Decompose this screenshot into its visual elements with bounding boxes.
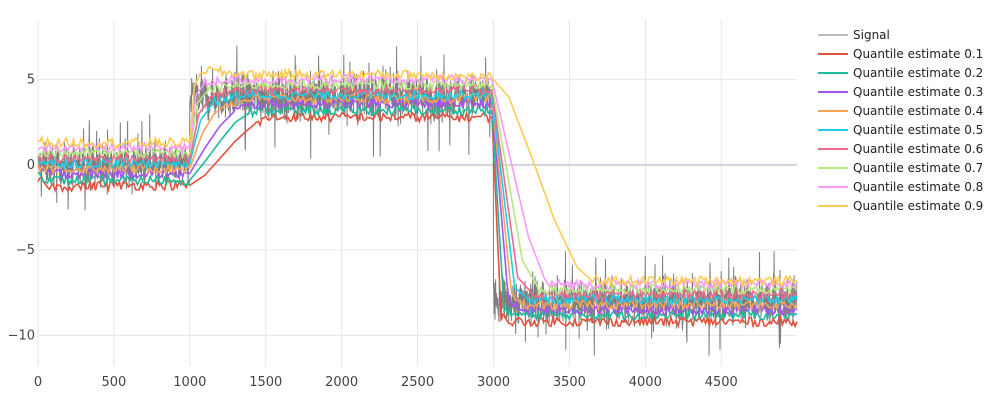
x-tick-label: 1000 bbox=[173, 375, 206, 390]
x-tick-label: 0 bbox=[34, 375, 42, 390]
legend-label: Quantile estimate 0.3 bbox=[853, 85, 983, 99]
x-tick-label: 500 bbox=[102, 375, 127, 390]
legend-label: Quantile estimate 0.5 bbox=[853, 123, 983, 137]
x-tick-label: 4500 bbox=[705, 375, 738, 390]
quantile-line-1 bbox=[37, 110, 798, 330]
legend-label: Quantile estimate 0.4 bbox=[853, 104, 983, 118]
legend-item[interactable]: Quantile estimate 0.1 bbox=[818, 47, 983, 61]
legend-label: Quantile estimate 0.7 bbox=[853, 161, 983, 175]
legend-label: Quantile estimate 0.8 bbox=[853, 180, 983, 194]
quantile-line-6 bbox=[37, 82, 798, 302]
legend-label: Quantile estimate 0.1 bbox=[853, 47, 983, 61]
plot-area bbox=[37, 45, 798, 356]
y-tick-label: 5 bbox=[27, 73, 35, 88]
legend-item[interactable]: Signal bbox=[818, 28, 890, 42]
legend-label: Quantile estimate 0.9 bbox=[853, 199, 983, 213]
legend-item[interactable]: Quantile estimate 0.7 bbox=[818, 161, 983, 175]
quantile-line-2 bbox=[37, 103, 798, 323]
legend-item[interactable]: Quantile estimate 0.3 bbox=[818, 85, 983, 99]
quantile-line-9 bbox=[37, 64, 798, 289]
x-tick-label: 4000 bbox=[629, 375, 662, 390]
legend-item[interactable]: Quantile estimate 0.9 bbox=[818, 199, 983, 213]
x-tick-label: 2500 bbox=[401, 375, 434, 390]
x-tick-label: 3500 bbox=[553, 375, 586, 390]
x-tick-label: 2000 bbox=[325, 375, 358, 390]
quantile-line-8 bbox=[37, 72, 798, 292]
x-tick-label: 1500 bbox=[249, 375, 282, 390]
legend-item[interactable]: Quantile estimate 0.5 bbox=[818, 123, 983, 137]
y-tick-label: −10 bbox=[8, 328, 35, 343]
x-axis: 0 500 1000 1500 2000 2500 3000 3500 4000 4500 bbox=[34, 375, 738, 390]
y-tick-label: 0 bbox=[27, 158, 35, 173]
legend-item[interactable]: Quantile estimate 0.8 bbox=[818, 180, 983, 194]
legend-label: Quantile estimate 0.6 bbox=[853, 142, 983, 156]
quantile-line-7 bbox=[37, 77, 798, 297]
legend-item[interactable]: Quantile estimate 0.6 bbox=[818, 142, 983, 156]
legend-label: Signal bbox=[853, 28, 890, 42]
legend[interactable]: Signal Quantile estimate 0.1 Quantile esti… bbox=[818, 28, 983, 213]
legend-item[interactable]: Quantile estimate 0.4 bbox=[818, 104, 983, 118]
legend-label: Quantile estimate 0.2 bbox=[853, 66, 983, 80]
quantile-line-5 bbox=[37, 87, 798, 308]
x-tick-label: 3000 bbox=[477, 375, 510, 390]
y-axis: 5 0 −5 −10 bbox=[8, 73, 35, 344]
y-tick-label: −5 bbox=[16, 243, 35, 258]
legend-item[interactable]: Quantile estimate 0.2 bbox=[818, 66, 983, 80]
